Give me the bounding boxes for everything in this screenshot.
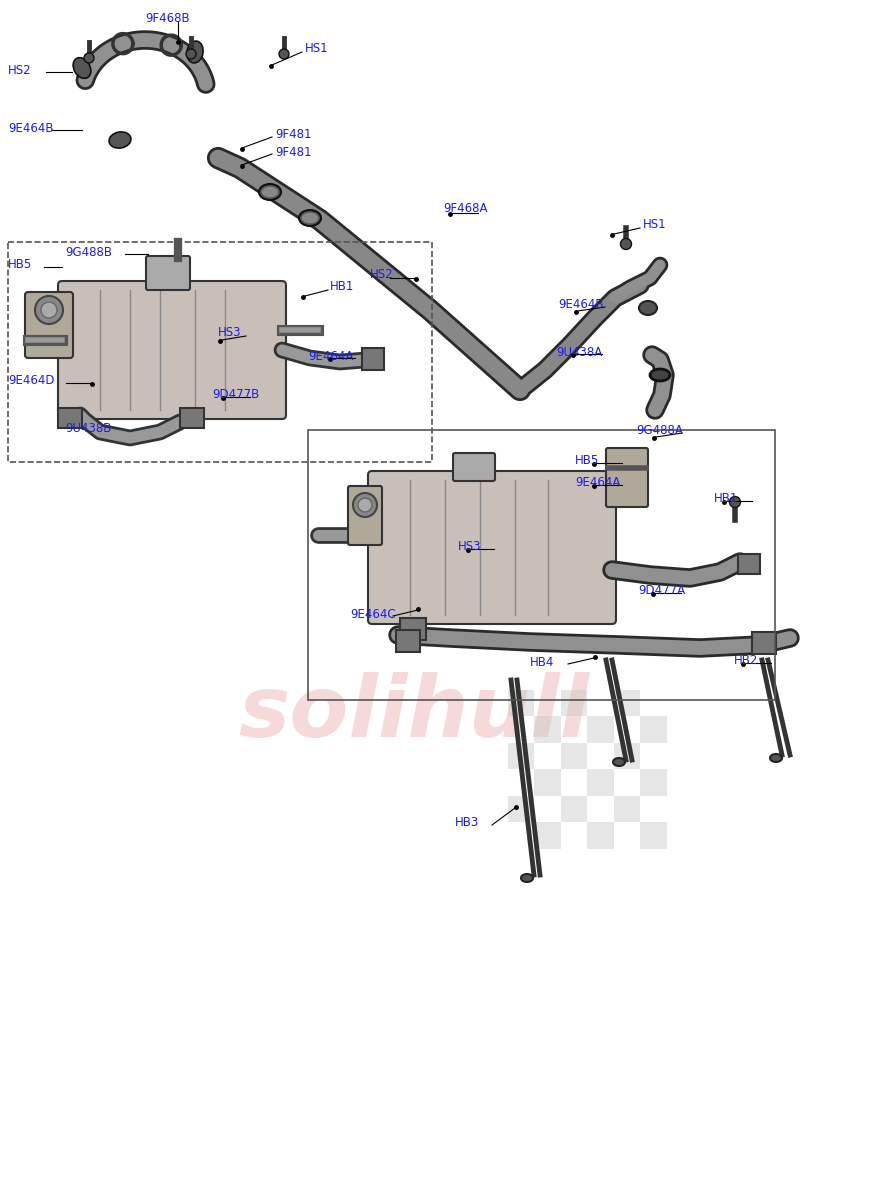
Bar [752,632,776,654]
Ellipse shape [299,210,321,226]
Text: 9G488B: 9G488B [65,246,112,258]
Text: 9E464B: 9E464B [558,298,603,311]
Bar [640,822,667,848]
Bar [508,690,534,716]
Ellipse shape [301,212,319,224]
Ellipse shape [650,370,670,382]
Circle shape [186,49,196,59]
Text: 9F481: 9F481 [275,145,312,158]
Ellipse shape [521,874,533,882]
Bar [614,743,640,769]
Bar [587,716,614,743]
Bar [508,743,534,769]
Ellipse shape [109,132,131,148]
Ellipse shape [73,58,91,78]
FancyBboxPatch shape [368,470,616,624]
Bar [396,630,420,652]
Circle shape [621,239,631,250]
Text: 9E464A: 9E464A [575,476,621,490]
Text: 9E464D: 9E464D [8,374,55,388]
Bar [534,716,561,743]
Text: HB5: HB5 [8,258,33,271]
Text: HS1: HS1 [305,42,328,54]
Bar [534,769,561,796]
Ellipse shape [261,186,279,198]
Circle shape [41,302,57,318]
Ellipse shape [259,184,281,200]
Ellipse shape [613,758,625,766]
Bar [534,822,561,848]
Bar [308,430,775,700]
Circle shape [353,493,377,517]
Text: HS3: HS3 [218,326,241,340]
Text: 9F468B: 9F468B [145,12,190,24]
Text: HB2: HB2 [734,654,758,666]
Text: HB3: HB3 [455,816,479,828]
Text: 9U438A: 9U438A [556,346,602,359]
Bar [561,690,587,716]
Text: 9F468A: 9F468A [443,202,487,215]
Text: 9D477B: 9D477B [212,388,260,401]
Bar [640,769,667,796]
Circle shape [35,296,63,324]
Bar [508,796,534,822]
Text: solihull: solihull [238,672,590,756]
Circle shape [729,497,741,508]
Text: 9U438B: 9U438B [65,421,111,434]
Bar [180,408,204,428]
Bar [58,408,82,428]
Text: HS3: HS3 [458,540,481,552]
Text: HB1: HB1 [330,280,354,293]
FancyBboxPatch shape [348,486,382,545]
Text: HS2: HS2 [8,64,32,77]
FancyBboxPatch shape [146,256,190,290]
FancyBboxPatch shape [58,281,286,419]
Text: HS2: HS2 [370,269,394,282]
FancyBboxPatch shape [25,292,73,358]
Text: HB4: HB4 [530,655,555,668]
Bar [640,716,667,743]
Bar [362,348,384,370]
Circle shape [84,53,94,62]
Ellipse shape [770,754,782,762]
Text: 9D477A: 9D477A [638,583,685,596]
Text: 9E464C: 9E464C [350,607,396,620]
Text: 9E464A: 9E464A [308,349,353,362]
Bar [8,242,432,462]
Bar [614,796,640,822]
Circle shape [279,49,289,59]
FancyBboxPatch shape [453,452,495,481]
Text: 9G488A: 9G488A [636,424,683,437]
Text: HS1: HS1 [643,217,667,230]
Text: 9E464B: 9E464B [8,121,54,134]
Text: HB5: HB5 [575,455,600,468]
Ellipse shape [187,41,203,62]
Text: HB1: HB1 [714,492,738,504]
Bar [561,743,587,769]
Bar [587,822,614,848]
Bar [561,796,587,822]
Bar [614,690,640,716]
Bar [587,769,614,796]
Bar [400,618,426,640]
Bar [738,554,760,574]
Text: 9F481: 9F481 [275,128,312,142]
FancyBboxPatch shape [606,448,648,506]
Circle shape [358,498,372,512]
Ellipse shape [639,301,657,314]
